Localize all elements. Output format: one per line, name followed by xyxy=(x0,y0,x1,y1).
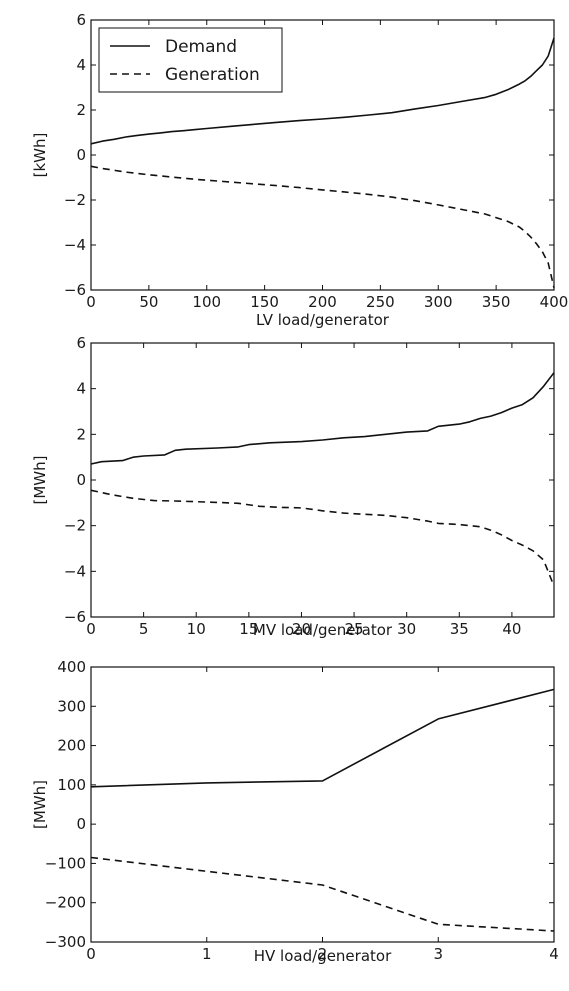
hv-y-tick-label: 300 xyxy=(57,697,86,715)
hv-x-tick-label: 3 xyxy=(433,945,443,963)
lv-y-tick-label: −6 xyxy=(64,281,86,299)
mv-y-tick-label: −6 xyxy=(64,608,86,626)
mv-generation-line xyxy=(90,489,555,587)
mv-y-tick-label: 0 xyxy=(76,471,86,489)
mv-x-tick-label: 40 xyxy=(502,620,521,638)
hv-y-tick-label: 0 xyxy=(76,815,86,833)
hv-demand-line xyxy=(90,688,555,788)
hv-x-tick-label: 2 xyxy=(318,945,328,963)
mv-y-axis-label: [MWh] xyxy=(31,456,49,505)
lv-y-tick-label: −2 xyxy=(64,191,86,209)
lv-x-tick-label: 400 xyxy=(540,293,569,311)
hv-x-tick-label: 0 xyxy=(86,945,96,963)
lv-x-tick-label: 350 xyxy=(482,293,511,311)
hv-y-tick-label: 200 xyxy=(57,737,86,755)
lv-demand-line xyxy=(90,37,555,145)
mv-x-tick-label: 25 xyxy=(345,620,364,638)
lv-x-tick-label: 250 xyxy=(366,293,395,311)
mv-demand-line xyxy=(90,372,555,465)
legend-generation-label: Generation xyxy=(165,65,260,85)
mv-plot-frame xyxy=(90,342,555,618)
hv-plot-frame xyxy=(90,666,555,943)
mv-x-tick-label: 5 xyxy=(139,620,149,638)
mv-x-tick-label: 30 xyxy=(397,620,416,638)
lv-x-tick-label: 100 xyxy=(192,293,221,311)
mv-chart: 0 5 10 15 20 25 30 35 40 −6 −4 −2 0 2 4 6 MV load/genera… xyxy=(31,334,555,639)
hv-y-tick-label: 100 xyxy=(57,776,86,794)
mv-y-tick-label: −2 xyxy=(64,517,86,535)
lv-y-tick-label: 2 xyxy=(76,101,86,119)
lv-x-tick-label: 50 xyxy=(139,293,158,311)
lv-y-tick-label: 0 xyxy=(76,146,86,164)
hv-x-tick-label: 1 xyxy=(202,945,212,963)
mv-x-tick-label: 20 xyxy=(292,620,311,638)
lv-x-axis-label: LV load/generator xyxy=(256,311,390,329)
mv-y-tick-label: −4 xyxy=(64,562,86,580)
lv-y-tick-label: 6 xyxy=(76,11,86,29)
mv-x-axis-label: MV load/generator xyxy=(253,621,393,639)
legend-box xyxy=(98,27,283,93)
hv-x-axis-label: HV load/generator xyxy=(254,947,392,965)
hv-chart: 0 1 2 3 4 −300 −200 −100 0 100 200 300 400 HV load/ge… xyxy=(31,658,559,965)
hv-y-axis-label: [MWh] xyxy=(31,780,49,829)
legend-demand-label: Demand xyxy=(165,37,237,57)
lv-y-axis-label: [kWh] xyxy=(31,133,49,178)
lv-y-tick-label: 4 xyxy=(76,56,86,74)
hv-generation-line xyxy=(90,856,555,932)
lv-y-tick-label: −4 xyxy=(64,236,86,254)
lv-x-tick-label: 0 xyxy=(86,293,96,311)
lv-generation-line xyxy=(90,165,555,288)
hv-x-tick-label: 4 xyxy=(549,945,559,963)
hv-y-tick-label: −300 xyxy=(45,933,86,951)
lv-x-tick-label: 200 xyxy=(308,293,337,311)
mv-y-tick-label: 6 xyxy=(76,334,86,352)
mv-x-tick-label: 0 xyxy=(86,620,96,638)
lv-x-tick-label: 150 xyxy=(250,293,279,311)
hv-y-tick-label: −200 xyxy=(45,894,86,912)
lv-chart: 0 50 100 150 200 250 300 350 400 −6 −4 −2 0 2 4 6 LV loa… xyxy=(31,11,568,329)
mv-y-tick-label: 2 xyxy=(76,425,86,443)
mv-y-tick-label: 4 xyxy=(76,380,86,398)
hv-y-tick-label: 400 xyxy=(57,658,86,676)
mv-x-tick-label: 35 xyxy=(450,620,469,638)
legend: Demand Generation xyxy=(98,27,283,93)
mv-x-tick-label: 15 xyxy=(239,620,258,638)
mv-x-tick-label: 10 xyxy=(187,620,206,638)
lv-x-tick-label: 300 xyxy=(424,293,453,311)
hv-y-tick-label: −100 xyxy=(45,854,86,872)
